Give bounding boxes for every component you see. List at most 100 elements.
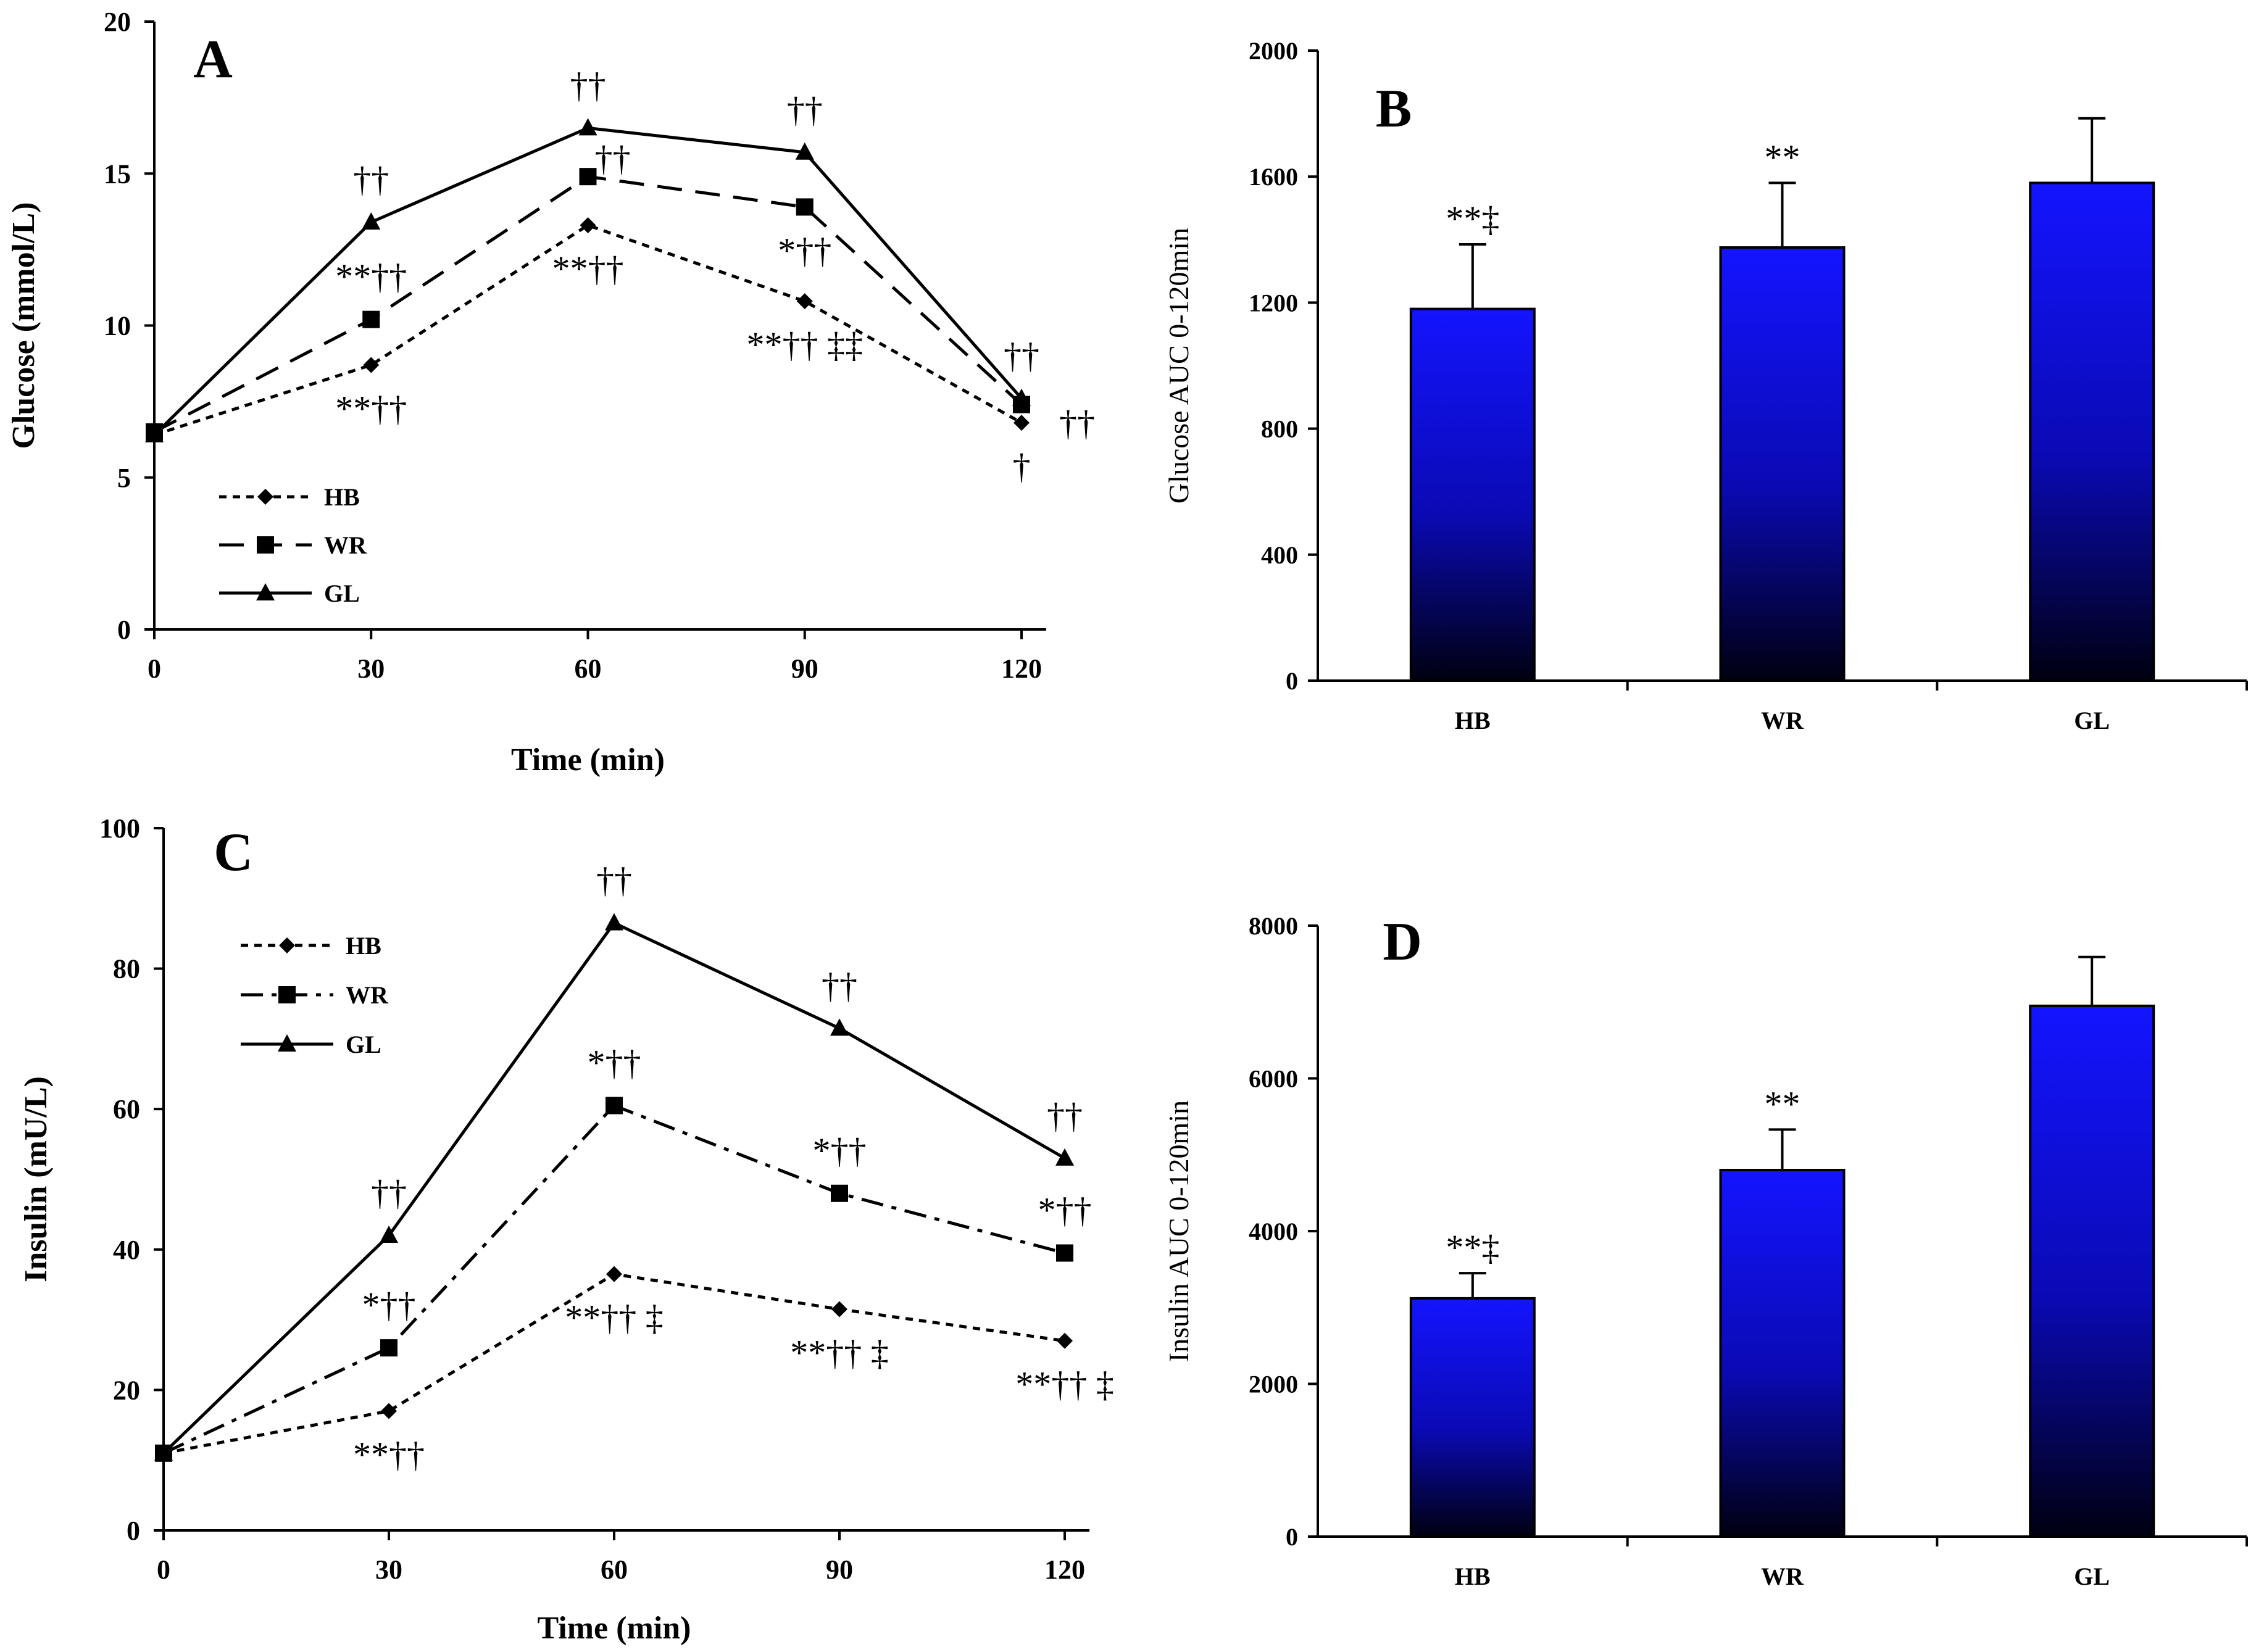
panel-b-glucose-auc: 0 400 800 1200 1600 2000 HB **‡ WR ** GL Glucose AU… — [1163, 37, 2248, 734]
significance-annotation: †† — [822, 965, 857, 1005]
significance-annotation: †† — [353, 159, 389, 199]
x-tick-label: WR — [1761, 707, 1804, 734]
panel-c-insulin-curve: 0 20 40 60 80 100 0 30 60 90 120 Time (min) Insulin … — [19, 813, 1114, 1646]
significance-annotation: *†† — [1038, 1190, 1092, 1230]
significance-annotation: *†† — [362, 1285, 416, 1325]
legend-label-gl: GL — [324, 579, 360, 607]
x-tick-label: 90 — [791, 654, 818, 684]
legend-label-wr: WR — [324, 531, 367, 559]
bar-hb — [1409, 1297, 1536, 1538]
significance-annotation: **†† ‡ — [1015, 1364, 1114, 1405]
significance-annotation: **‡ — [1446, 199, 1499, 239]
data-point-gl — [1012, 388, 1031, 406]
y-tick-label: 60 — [113, 1094, 140, 1124]
significance-annotation: †† — [371, 1173, 407, 1213]
significance-annotation: **†† — [335, 257, 407, 297]
significance-annotation: **†† — [353, 1435, 425, 1475]
y-tick-label: 15 — [104, 159, 131, 189]
x-tick-label: 0 — [148, 654, 161, 684]
y-tick-label: 40 — [113, 1235, 140, 1265]
y-axis-title: Insulin (mU/L) — [19, 1076, 54, 1282]
y-tick-label: 800 — [1261, 415, 1298, 443]
y-tick-label: 80 — [113, 954, 140, 984]
significance-annotation: *†† — [778, 230, 831, 270]
data-point-hb — [381, 1403, 397, 1419]
data-point-hb — [580, 217, 596, 233]
y-tick-label: 10 — [104, 311, 131, 341]
series-line-hb — [154, 223, 1023, 437]
bar-wr — [1719, 1169, 1846, 1538]
legend-marker-hb — [257, 489, 273, 505]
data-point-wr — [831, 1184, 848, 1202]
y-tick-label: 0 — [127, 1516, 140, 1546]
data-point-gl — [578, 118, 597, 136]
y-tick-label: 400 — [1261, 541, 1298, 569]
significance-annotation: †† — [1047, 1095, 1083, 1135]
panel-a-glucose-curve: 0 5 10 15 20 0 30 60 90 120 Time (min) Glucose (mmo… — [6, 7, 1095, 778]
x-tick-label: GL — [2074, 707, 2110, 734]
y-tick-label: 6000 — [1249, 1065, 1298, 1093]
y-tick-label: 2000 — [1249, 1371, 1298, 1398]
significance-annotation: **†† ‡‡ — [747, 325, 864, 365]
bar-wr — [1719, 246, 1846, 682]
y-tick-label: 100 — [99, 813, 140, 844]
significance-annotation: **‡ — [1446, 1227, 1499, 1268]
series-line-gl — [162, 921, 1066, 1455]
data-point-gl — [380, 1226, 398, 1243]
data-point-hb — [1057, 1332, 1073, 1349]
panel-label: B — [1376, 79, 1412, 139]
bar-gl — [2029, 181, 2155, 683]
legend-label-wr: WR — [346, 981, 389, 1009]
x-tick-label: HB — [1455, 1563, 1491, 1590]
y-tick-label: 8000 — [1249, 912, 1298, 940]
data-point-hb — [606, 1266, 622, 1282]
significance-annotation: †† — [596, 860, 632, 900]
panel-label: D — [1383, 912, 1422, 972]
x-tick-label: WR — [1761, 1563, 1804, 1590]
data-point-gl — [1055, 1148, 1074, 1166]
significance-annotation: †† — [1059, 403, 1095, 443]
legend-marker-hb — [279, 937, 295, 953]
data-point-wr — [606, 1097, 623, 1114]
y-tick-label: 2000 — [1249, 37, 1298, 65]
bar-gl — [2029, 1004, 2155, 1538]
y-tick-label: 0 — [117, 615, 131, 645]
significance-annotation: † — [1013, 446, 1031, 486]
legend-label-hb: HB — [324, 483, 360, 511]
legend-marker-wr — [257, 536, 274, 554]
x-tick-label: 120 — [1001, 654, 1042, 684]
y-axis-title: Glucose (mmol/L) — [6, 202, 41, 449]
y-axis-title: Glucose AUC 0-120min — [1163, 228, 1194, 504]
significance-annotation: †† — [787, 89, 823, 130]
significance-annotation: ** — [1765, 137, 1800, 177]
x-tick-label: GL — [2074, 1563, 2110, 1590]
y-tick-label: 0 — [1286, 667, 1298, 695]
panel-label: A — [193, 30, 233, 89]
x-tick-label: 0 — [157, 1554, 170, 1585]
data-point-gl — [795, 142, 814, 160]
x-tick-label: 120 — [1044, 1554, 1085, 1585]
significance-annotation: *†† — [588, 1043, 641, 1083]
legend-marker-gl — [256, 583, 275, 600]
x-tick-label: 60 — [601, 1554, 628, 1585]
data-point-wr — [796, 198, 814, 216]
y-tick-label: 20 — [113, 1375, 140, 1405]
data-point-hb — [796, 293, 813, 310]
significance-annotation: †† — [595, 138, 631, 178]
y-axis-title: Insulin AUC 0-120min — [1163, 1100, 1194, 1362]
data-point-gl — [605, 913, 623, 931]
data-point-gl — [154, 1443, 173, 1461]
bar-hb — [1409, 307, 1536, 682]
data-point-wr — [362, 310, 380, 328]
panel-d-insulin-auc: 0 2000 4000 6000 8000 HB **‡ WR ** GL Insulin AUC … — [1163, 912, 2248, 1590]
x-tick-label: 30 — [357, 654, 385, 684]
x-axis-title: Time (min) — [538, 1611, 691, 1646]
significance-annotation: ** — [1765, 1084, 1800, 1124]
legend-label-hb: HB — [346, 932, 381, 960]
data-point-wr — [579, 168, 597, 186]
x-tick-label: 30 — [375, 1554, 402, 1585]
significance-annotation: †† — [570, 65, 606, 105]
data-point-hb — [831, 1301, 847, 1318]
data-point-wr — [380, 1339, 398, 1357]
